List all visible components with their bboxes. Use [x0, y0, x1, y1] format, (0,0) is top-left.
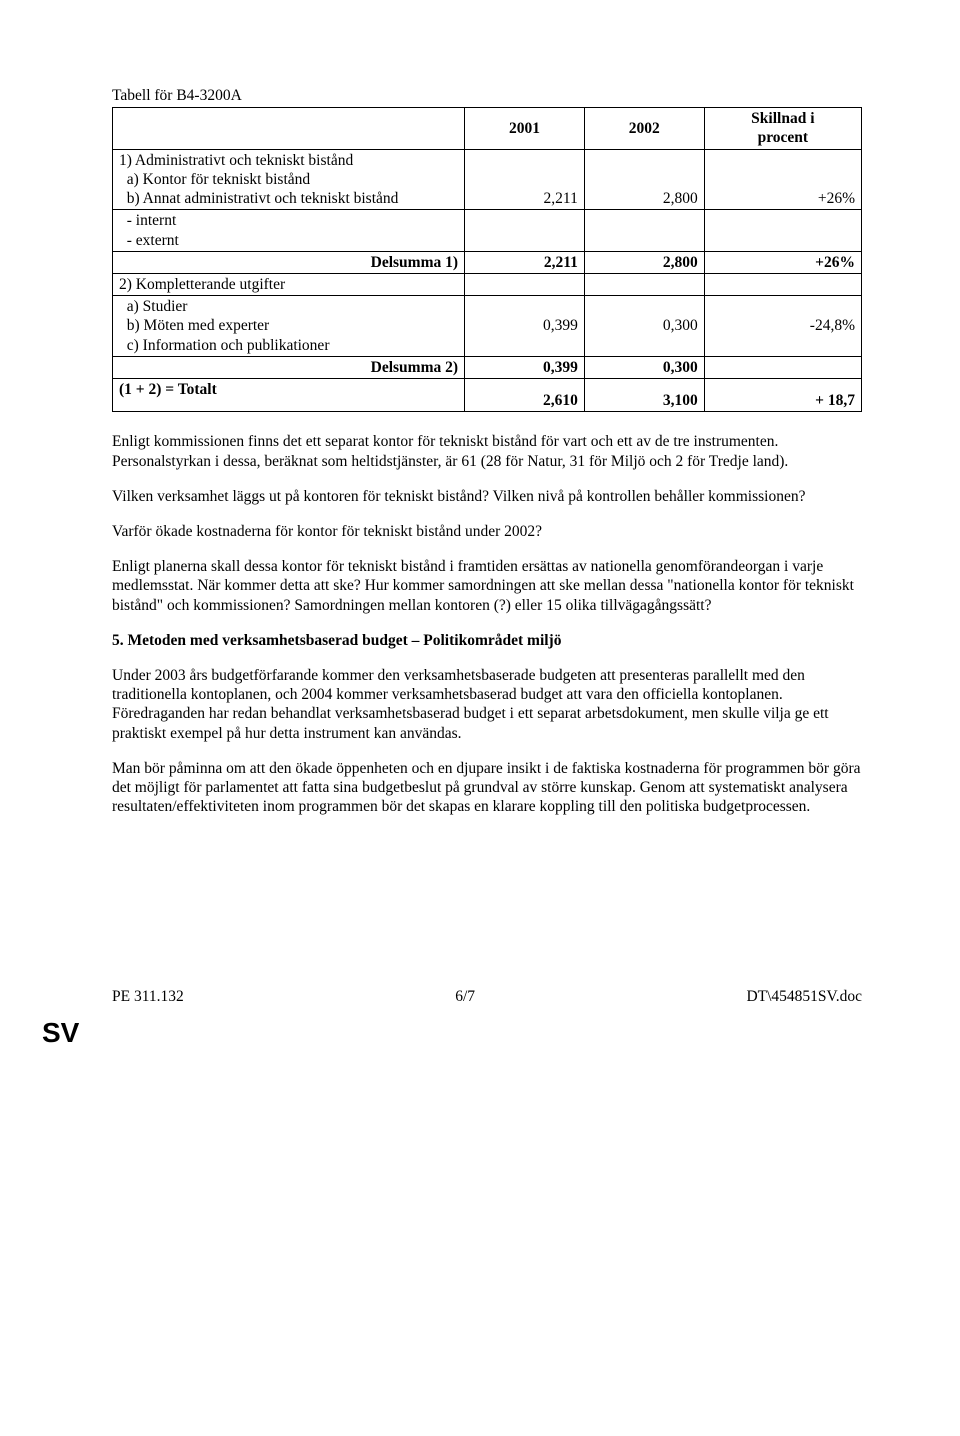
delsumma2-label: Delsumma 2)	[113, 356, 465, 378]
d2-c2: 0,300	[584, 356, 704, 378]
para-5: Under 2003 års budgetförfarande kommer d…	[112, 666, 862, 743]
r4-c3: -24,8%	[704, 296, 861, 357]
row3-label: 2) Kompletterande utgifter	[113, 273, 465, 295]
para-3: Varför ökade kostnaderna för kontor för …	[112, 522, 862, 541]
blank-cell	[584, 210, 704, 251]
blank-cell	[465, 273, 585, 295]
totalt-label: (1 + 2) = Totalt	[113, 379, 465, 412]
row2-label: - internt - externt	[113, 210, 465, 251]
table-row: - internt - externt	[113, 210, 862, 251]
r2l1: - internt	[119, 212, 176, 229]
t-c1: 2,610	[465, 379, 585, 412]
table-row: a) Studier b) Möten med experter c) Info…	[113, 296, 862, 357]
table-row: Delsumma 2) 0,399 0,300	[113, 356, 862, 378]
blank-cell	[113, 108, 465, 149]
table-row: Delsumma 1) 2,211 2,800 +26%	[113, 251, 862, 273]
para-1: Enligt kommissionen finns det ett separa…	[112, 432, 862, 470]
r1l1: 1) Administrativt och tekniskt bistånd	[119, 152, 353, 169]
r4-c1: 0,399	[465, 296, 585, 357]
para-4: Enligt planerna skall dessa kontor för t…	[112, 557, 862, 615]
blank-cell	[704, 210, 861, 251]
footer-right: DT\454851SV.doc	[746, 987, 862, 1006]
col-diff: Skillnad i procent	[704, 108, 861, 149]
table-row: (1 + 2) = Totalt 2,610 3,100 + 18,7	[113, 379, 862, 412]
d1-c1: 2,211	[465, 251, 585, 273]
table-row: 1) Administrativt och tekniskt bistånd a…	[113, 149, 862, 210]
d1-c3: +26%	[704, 251, 861, 273]
col-diff-l1: Skillnad i	[751, 110, 814, 127]
blank-cell	[704, 273, 861, 295]
delsumma1-label: Delsumma 1)	[113, 251, 465, 273]
blank-cell	[465, 210, 585, 251]
page-footer: PE 311.132 6/7 DT\454851SV.doc	[112, 987, 862, 1006]
footer-left: PE 311.132	[112, 987, 184, 1006]
r1l3: b) Annat administrativt och tekniskt bis…	[119, 190, 398, 207]
section-5-heading: 5. Metoden med verksamhetsbaserad budget…	[112, 631, 862, 650]
t-c3: + 18,7	[704, 379, 861, 412]
r4l2: b) Möten med experter	[119, 317, 269, 334]
r1-c3: +26%	[704, 149, 861, 210]
table-title: Tabell för B4-3200A	[112, 86, 862, 105]
r1-c2: 2,800	[584, 149, 704, 210]
d2-c1: 0,399	[465, 356, 585, 378]
r1l2: a) Kontor för tekniskt bistånd	[119, 171, 310, 188]
r4l1: a) Studier	[119, 298, 187, 315]
t-c2: 3,100	[584, 379, 704, 412]
language-code: SV	[42, 1016, 862, 1051]
para-6: Man bör påminna om att den ökade öppenhe…	[112, 759, 862, 817]
budget-table: 2001 2002 Skillnad i procent 1) Administr…	[112, 107, 862, 412]
table-header-row: 2001 2002 Skillnad i procent	[113, 108, 862, 149]
row1-label: 1) Administrativt och tekniskt bistånd a…	[113, 149, 465, 210]
r2l2: - externt	[119, 232, 179, 249]
table-row: 2) Kompletterande utgifter	[113, 273, 862, 295]
d1-c2: 2,800	[584, 251, 704, 273]
r1-c1: 2,211	[465, 149, 585, 210]
blank-cell	[584, 273, 704, 295]
col-diff-l2: procent	[758, 129, 809, 146]
blank-cell	[704, 356, 861, 378]
r4-c2: 0,300	[584, 296, 704, 357]
col-2001: 2001	[465, 108, 585, 149]
footer-page: 6/7	[455, 987, 475, 1006]
col-2002: 2002	[584, 108, 704, 149]
para-2: Vilken verksamhet läggs ut på kontoren f…	[112, 487, 862, 506]
row4-label: a) Studier b) Möten med experter c) Info…	[113, 296, 465, 357]
r4l3: c) Information och publikationer	[119, 337, 329, 354]
